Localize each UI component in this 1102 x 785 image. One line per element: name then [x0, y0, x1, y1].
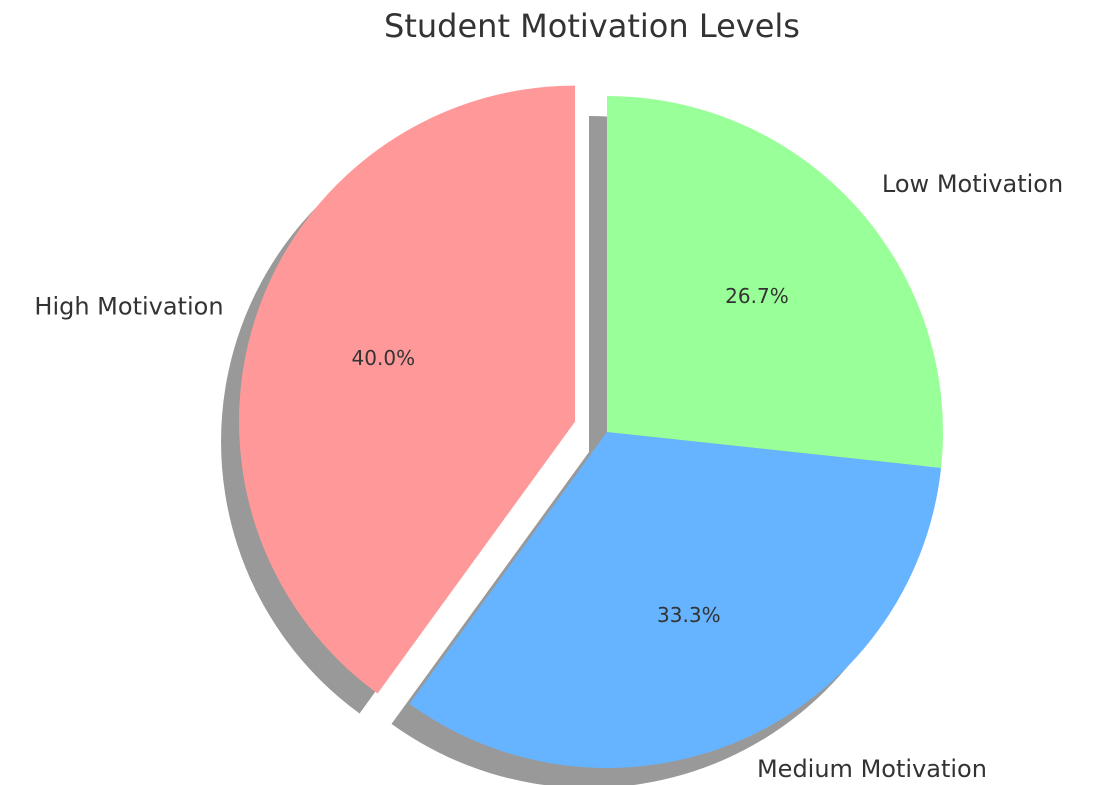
- wedge: [607, 96, 944, 468]
- wedge: [409, 432, 942, 768]
- wedge-label: High Motivation: [34, 292, 223, 320]
- wedge: [239, 85, 576, 694]
- wedge-label: Medium Motivation: [757, 755, 987, 783]
- chart-title: Student Motivation Levels: [384, 7, 800, 45]
- value-label: 40.0%: [352, 346, 416, 370]
- wedge-label: Low Motivation: [882, 170, 1063, 198]
- value-label: 26.7%: [725, 284, 789, 308]
- value-label: 33.3%: [657, 603, 721, 627]
